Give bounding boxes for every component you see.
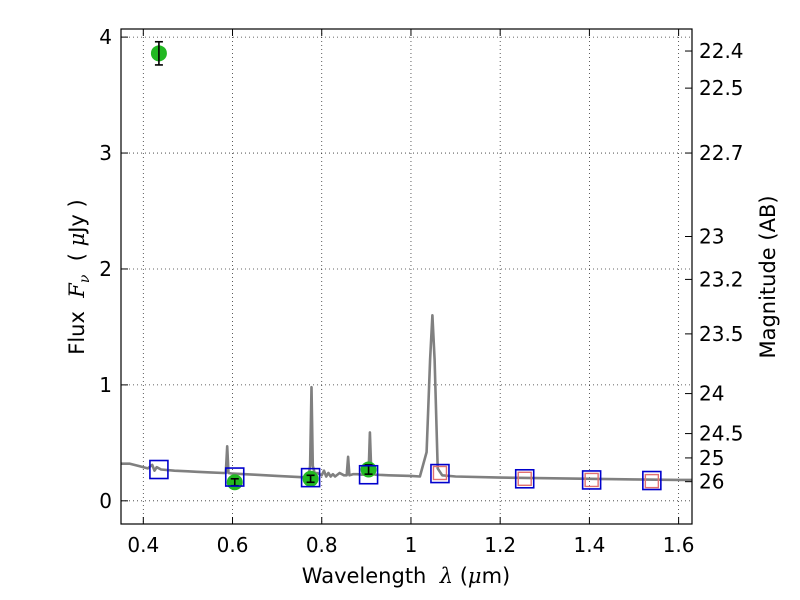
y-right-tick-label: 24: [699, 382, 724, 406]
y-right-tick-label: 22.5: [699, 76, 744, 100]
y-right-tick-label: 25: [699, 446, 724, 470]
model-photometry-square: [300, 467, 321, 488]
x-tick-label: 1: [405, 533, 418, 557]
y-right-tick-label: 24.5: [699, 422, 744, 446]
model-spectrum-line: [121, 314, 692, 482]
plot-area: [121, 29, 692, 524]
plot-frame: [120, 28, 693, 525]
y-tick-label: 3: [99, 141, 112, 165]
x-tick-label: 1.6: [663, 533, 695, 557]
x-tick-label: 1.4: [573, 533, 605, 557]
model-photometry-square: [642, 470, 662, 491]
x-tick-label: 0.8: [306, 533, 338, 557]
y-tick-label: 0: [99, 489, 112, 513]
y-tick-label: 1: [99, 373, 112, 397]
y-right-tick-label: 23.5: [699, 322, 744, 346]
ir-photometry-square: [644, 473, 660, 489]
model-photometry-square: [581, 470, 602, 490]
y-tick-label: 2: [99, 257, 112, 281]
x-axis-label: Wavelength λ (μm): [302, 564, 510, 588]
y-axis-right-label: Magnitude (AB): [756, 195, 780, 358]
x-tick-label: 0.6: [217, 533, 249, 557]
x-tick-label: 1.2: [484, 533, 516, 557]
y-right-tick-label: 22.4: [699, 39, 744, 63]
ir-photometry-square: [432, 465, 448, 481]
model-photometry-square: [430, 463, 450, 484]
ticks: 0.4 0.6 0.8 1 1.2 1.4 1.60123422.422.522.72323…: [99, 25, 743, 557]
y-tick-label: 4: [99, 25, 112, 49]
y-right-tick-label: 23.2: [699, 267, 744, 291]
y-right-tick-label: 26: [699, 470, 724, 494]
model-photometry-square: [514, 468, 535, 489]
y-right-tick-label: 23: [699, 225, 724, 249]
model-photometry-square: [149, 459, 169, 480]
x-tick-label: 0.4: [127, 533, 159, 557]
model-photometry-square: [358, 464, 379, 485]
ir-photometry-square: [517, 471, 532, 486]
y-right-tick-label: 22.7: [699, 141, 744, 165]
model-photometry-square: [224, 467, 245, 487]
y-axis-label: Flux Fν ( μJy ): [65, 199, 93, 354]
series: [121, 40, 692, 491]
ir-photometry-square: [584, 472, 599, 488]
grid: [121, 29, 692, 524]
